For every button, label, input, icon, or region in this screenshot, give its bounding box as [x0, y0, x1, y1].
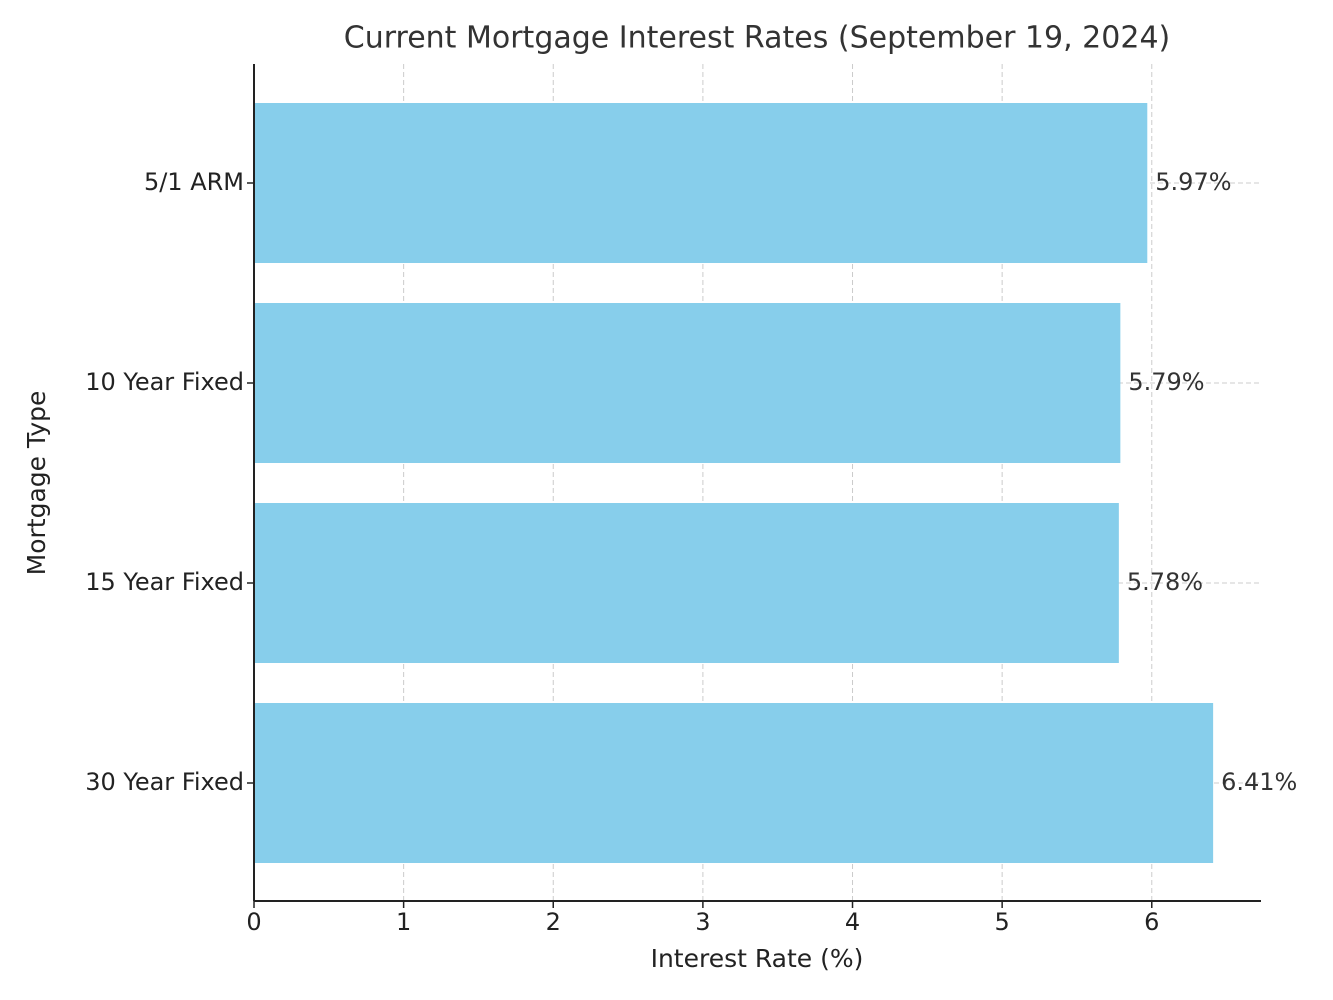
y-tick-label: 5/1 ARM: [144, 168, 244, 196]
x-tick-label: 5: [995, 908, 1010, 936]
y-axis-label: Mortgage Type: [22, 391, 51, 576]
chart-title: Current Mortgage Interest Rates (Septemb…: [344, 21, 1170, 56]
bar: [254, 103, 1148, 263]
bar: [254, 303, 1121, 463]
x-tick-label: 4: [845, 908, 860, 936]
x-tick-label: 2: [546, 908, 561, 936]
x-tick-label: 1: [396, 908, 411, 936]
y-tick-label: 10 Year Fixed: [85, 368, 244, 396]
value-label: 5.79%: [1128, 368, 1204, 396]
x-axis-label: Interest Rate (%): [651, 944, 864, 973]
value-label: 5.97%: [1155, 168, 1231, 196]
x-tick-label: 6: [1144, 908, 1159, 936]
bar: [254, 703, 1214, 863]
x-tick-label: 0: [246, 908, 261, 936]
value-label: 6.41%: [1221, 768, 1297, 796]
y-tick-label: 15 Year Fixed: [85, 568, 244, 596]
x-tick-label: 3: [695, 908, 710, 936]
y-tick-label: 30 Year Fixed: [85, 768, 244, 796]
value-label: 5.78%: [1127, 568, 1203, 596]
bar: [254, 503, 1119, 663]
